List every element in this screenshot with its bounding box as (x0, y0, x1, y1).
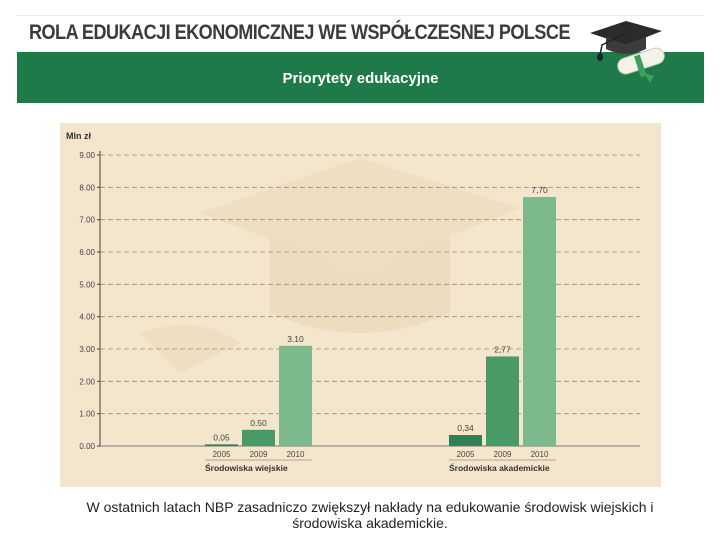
bar (205, 444, 238, 446)
data-label: 7,70 (531, 185, 548, 195)
x-tick-label: 2005 (457, 450, 475, 459)
bar (486, 356, 519, 446)
y-tick-label: 6.00 (79, 248, 95, 257)
bar (449, 435, 482, 446)
banner-title-strip: ROLA EDUKACJI EKONOMICZNEJ WE WSPÓŁCZESN… (17, 15, 704, 53)
slide-subtitle: Priorytety edukacyjne (282, 70, 439, 87)
data-label: 0.50 (250, 418, 267, 428)
x-tick-label: 2005 (213, 450, 231, 459)
chart-panel: Mln zł 0.00 1.00 2.00 3.00 4.00 5.00 6.00 7.00 8.… (60, 123, 661, 487)
y-tick-label: 0.00 (79, 442, 95, 451)
banner-green-strip (17, 52, 704, 103)
header-banner: ROLA EDUKACJI EKONOMICZNEJ WE WSPÓŁCZESN… (17, 15, 704, 103)
bar (242, 429, 275, 446)
group-label: Środowiska wiejskie (205, 462, 288, 473)
y-tick-label: 3.00 (79, 345, 95, 354)
y-tick-label: 5.00 (79, 280, 95, 289)
y-tick-label: 7.00 (79, 216, 95, 225)
x-tick-label: 2009 (494, 450, 512, 459)
bar-chart: Mln zł 0.00 1.00 2.00 3.00 4.00 5.00 6.00 7.00 8.… (66, 131, 640, 473)
data-label: 2,77 (494, 344, 511, 354)
bar (523, 197, 556, 446)
y-tick-label: 4.00 (79, 313, 95, 322)
y-axis-label: Mln zł (66, 131, 91, 141)
y-tick-label: 8.00 (79, 183, 95, 192)
graduation-cap-diploma-icon (590, 21, 665, 83)
data-label: 0,34 (457, 423, 474, 433)
y-tick-label: 9.00 (79, 151, 95, 160)
x-tick-label: 2009 (250, 450, 268, 459)
x-tick-label: 2010 (531, 450, 549, 459)
data-label: 3.10 (287, 334, 304, 344)
banner-title: ROLA EDUKACJI EKONOMICZNEJ WE WSPÓŁCZESN… (29, 21, 570, 44)
y-tick-label: 1.00 (79, 410, 95, 419)
group-label: Środowiska akademickie (449, 462, 550, 473)
background-cap-watermark (140, 158, 520, 373)
data-label: 0,05 (213, 432, 230, 442)
slide-caption: W ostatnich latach NBP zasadniczo zwięks… (86, 499, 654, 531)
y-tick-label: 2.00 (79, 377, 95, 386)
x-tick-label: 2010 (287, 450, 305, 459)
bar (279, 345, 312, 446)
